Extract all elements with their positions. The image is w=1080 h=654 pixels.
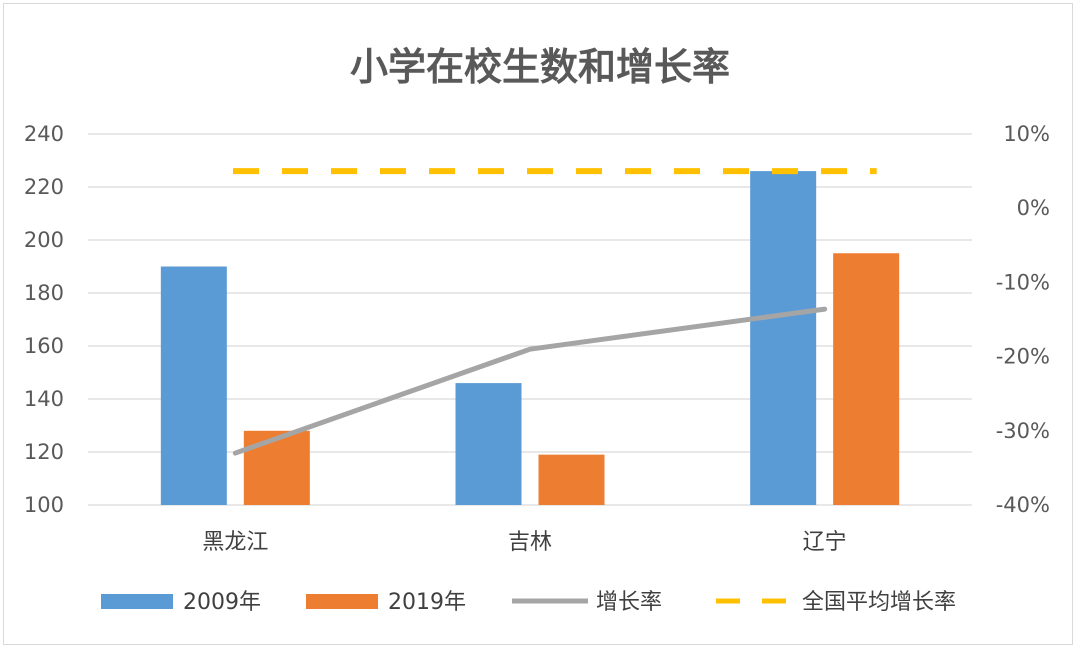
category-label: 辽宁 — [803, 530, 847, 555]
series-line-growth-rate — [232, 306, 828, 456]
bar-2019年-辽宁 — [833, 253, 900, 505]
category-label: 黑龙江 — [202, 530, 268, 555]
category-label: 吉林 — [508, 530, 552, 555]
bar-2009年-吉林 — [455, 383, 522, 505]
left-tick-label: 180 — [24, 281, 64, 305]
left-axis-ticks: 240 220 200 180 160 140 120 100 — [24, 122, 64, 517]
legend-label: 2009年 — [183, 590, 261, 615]
bar-2019年-吉林 — [538, 454, 605, 505]
left-tick-label: 160 — [24, 334, 64, 358]
left-tick-label: 220 — [24, 175, 64, 199]
category-labels: 黑龙江 吉林 辽宁 — [202, 530, 846, 555]
legend-label: 增长率 — [596, 590, 662, 615]
right-tick-label: -20% — [996, 345, 1050, 369]
right-tick-label: -10% — [996, 270, 1050, 294]
legend-label: 2019年 — [388, 590, 466, 615]
legend-swatch-2009年 — [101, 594, 173, 609]
right-axis-ticks: 10% 0% -10% -20% -30% -40% — [996, 122, 1050, 517]
legend-label: 全国平均增长率 — [802, 590, 956, 615]
gridlines — [88, 133, 972, 506]
legend: 2009年 2019年 增长率 全国平均增长率 — [101, 590, 956, 615]
left-tick-label: 140 — [24, 387, 64, 411]
chart-title: 小学在校生数和增长率 — [350, 45, 730, 89]
left-tick-label: 240 — [24, 122, 64, 146]
lines — [232, 168, 877, 456]
right-tick-label: -30% — [996, 419, 1050, 443]
legend-swatch-2019年 — [306, 594, 378, 609]
left-tick-label: 100 — [24, 493, 64, 517]
left-tick-label: 200 — [24, 228, 64, 252]
right-tick-label: 10% — [1003, 122, 1050, 146]
left-tick-label: 120 — [24, 440, 64, 464]
right-tick-label: -40% — [996, 493, 1050, 517]
bar-2009年-黑龙江 — [160, 266, 227, 505]
bar-2019年-黑龙江 — [243, 430, 310, 505]
right-tick-label: 0% — [1017, 196, 1050, 220]
bars — [160, 171, 900, 505]
bar-2009年-辽宁 — [750, 171, 817, 505]
